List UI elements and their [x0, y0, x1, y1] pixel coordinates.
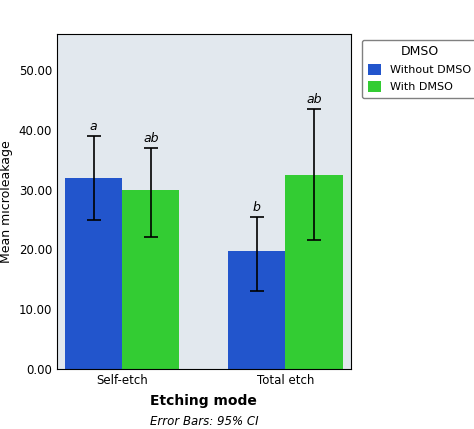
- Bar: [228, 251, 285, 369]
- X-axis label: Etching mode: Etching mode: [150, 394, 257, 408]
- Text: Error Bars: 95% CI: Error Bars: 95% CI: [149, 415, 258, 428]
- Text: b: b: [253, 201, 261, 214]
- Y-axis label: Mean microleakage: Mean microleakage: [0, 140, 13, 263]
- Legend: Without DMSO, With DMSO: Without DMSO, With DMSO: [362, 40, 474, 98]
- Text: ab: ab: [306, 93, 322, 106]
- Bar: [122, 190, 179, 369]
- Text: ab: ab: [143, 132, 158, 145]
- Text: a: a: [90, 120, 98, 133]
- Bar: [285, 175, 343, 369]
- Bar: [65, 178, 122, 369]
